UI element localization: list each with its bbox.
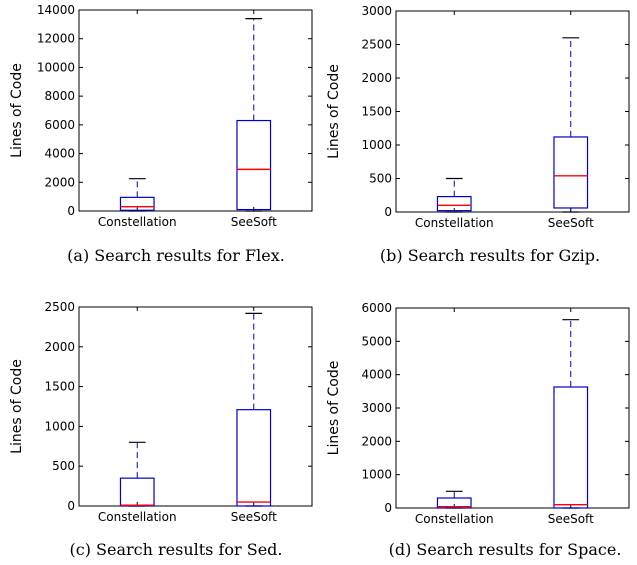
y-tick-label: 12000: [37, 32, 75, 46]
y-tick-label: 3000: [361, 4, 392, 18]
iqr-box: [553, 386, 589, 509]
panel-caption: (c) Search results for Sed.: [69, 540, 282, 559]
x-tick-label: Constellation: [415, 512, 494, 526]
x-tick-label: Constellation: [98, 215, 177, 229]
plot-frame: [395, 10, 630, 213]
iqr-box: [119, 477, 155, 507]
panel-caption: (b) Search results for Gzip.: [380, 246, 600, 265]
y-tick-label: 1000: [361, 138, 392, 152]
y-tick-label: 500: [369, 172, 392, 186]
y-tick-label: 0: [384, 501, 392, 515]
y-tick-label: 14000: [37, 3, 75, 17]
iqr-box: [553, 136, 589, 209]
y-axis-label: Lines of Code: [326, 64, 342, 159]
y-tick-label: 6000: [44, 118, 75, 132]
plot-frame: [395, 307, 630, 509]
y-tick-label: 1000: [44, 419, 75, 433]
y-tick-label: 2000: [361, 434, 392, 448]
box-constellation: [119, 441, 155, 507]
plot-frame: [78, 306, 313, 507]
y-tick-label: 2000: [44, 175, 75, 189]
iqr-box: [436, 497, 472, 509]
plot-frame: [78, 9, 313, 212]
y-tick-label: 1500: [44, 380, 75, 394]
y-tick-label: 8000: [44, 89, 75, 103]
box-constellation: [436, 490, 472, 509]
y-tick-label: 2000: [361, 71, 392, 85]
x-tick-label: Constellation: [98, 510, 177, 524]
chart-panel-a: 0 2000 4000 6000 8000 10000 12000 14000 Lines of…: [9, 3, 313, 265]
y-tick-label: 2500: [44, 300, 75, 314]
x-tick-label: SeeSoft: [548, 512, 594, 526]
panel-caption: (d) Search results for Space.: [389, 540, 622, 559]
x-tick-label: Constellation: [415, 216, 494, 230]
y-tick-label: 0: [67, 499, 75, 513]
y-axis-label: Lines of Code: [9, 63, 25, 158]
y-tick-label: 4000: [44, 147, 75, 161]
panel-caption: (a) Search results for Flex.: [67, 246, 285, 265]
y-axis-label: Lines of Code: [326, 361, 342, 456]
x-tick-label: SeeSoft: [231, 510, 277, 524]
box-constellation: [436, 177, 472, 213]
chart-panel-c: 0 500 1000 1500 2000 2500 Lines of Code Constel…: [9, 300, 313, 559]
y-tick-label: 1000: [361, 468, 392, 482]
box-seesoft: [553, 37, 589, 213]
y-tick-label: 10000: [37, 60, 75, 74]
iqr-box: [119, 196, 155, 211]
iqr-box: [236, 409, 272, 507]
x-tick-label: SeeSoft: [548, 216, 594, 230]
y-axis-label: Lines of Code: [9, 359, 25, 454]
y-tick-label: 1500: [361, 105, 392, 119]
box-seesoft: [236, 18, 272, 212]
box-seesoft: [236, 312, 272, 507]
iqr-box: [236, 119, 272, 211]
y-tick-label: 2000: [44, 340, 75, 354]
chart-panel-d: 0 1000 2000 3000 4000 5000 6000 Lines of Code Co…: [326, 301, 630, 559]
y-tick-label: 2500: [361, 38, 392, 52]
y-tick-label: 6000: [361, 301, 392, 315]
y-tick-label: 0: [384, 205, 392, 219]
y-tick-label: 5000: [361, 334, 392, 348]
y-tick-label: 3000: [361, 401, 392, 415]
y-tick-label: 500: [52, 459, 75, 473]
x-tick-label: SeeSoft: [231, 215, 277, 229]
chart-panel-b: 0 500 1000 1500 2000 2500 3000 Lines of Code Con…: [326, 4, 630, 265]
iqr-box: [436, 195, 472, 212]
box-constellation: [119, 178, 155, 212]
box-seesoft: [553, 319, 589, 509]
y-tick-label: 4000: [361, 368, 392, 382]
y-tick-label: 0: [67, 204, 75, 218]
